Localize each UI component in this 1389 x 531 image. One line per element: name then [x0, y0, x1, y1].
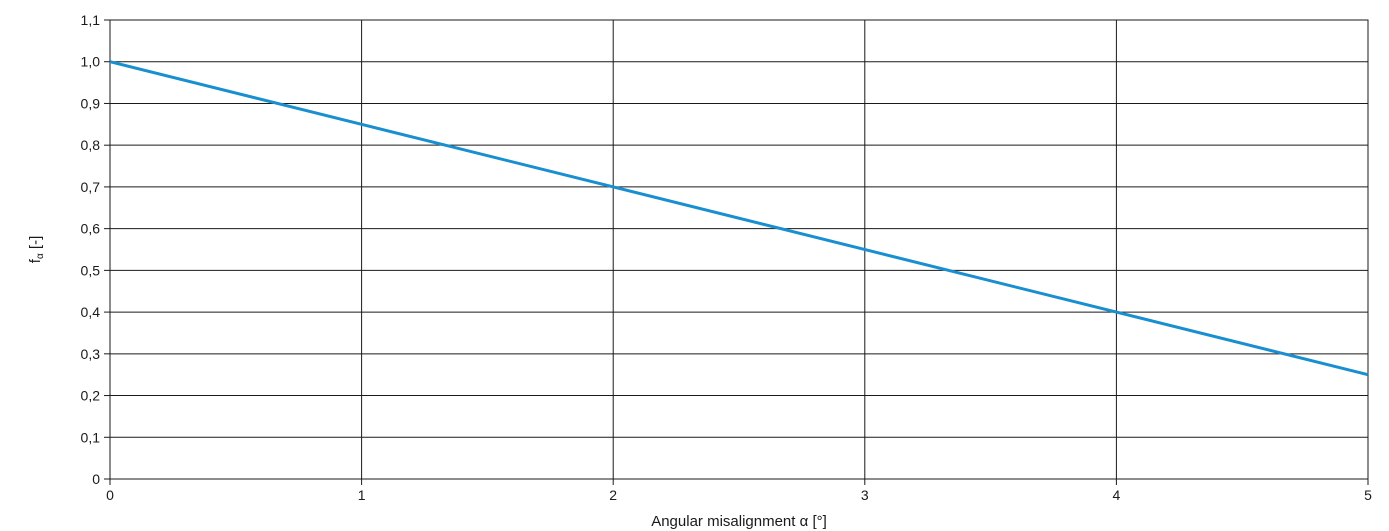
y-axis-label-sub: α: [35, 253, 46, 259]
y-tick-label: 0,2: [81, 388, 101, 404]
x-tick-label: 4: [1113, 487, 1121, 503]
y-tick-label: 0,5: [81, 262, 101, 278]
y-tick-label: 0,3: [81, 346, 101, 362]
y-axis-label-main: f: [27, 258, 44, 263]
y-axis-label-unit: [-]: [27, 236, 44, 254]
ticks: 0 0,1 0,2 0,3 0,4 0,5 0,6 0,7 0,8 0,9 1,0 1,1 0 1 2 3 4 5: [81, 12, 1373, 503]
y-tick-label: 0,4: [81, 304, 101, 320]
series-layer: [109, 60, 1369, 377]
series-line: [109, 60, 1369, 377]
x-tick-label: 2: [609, 487, 617, 503]
x-tick-label: 5: [1364, 487, 1372, 503]
grid: [109, 19, 1369, 480]
x-tick-label: 3: [861, 487, 869, 503]
plot-frame: [109, 19, 1369, 480]
y-tick-label: 0,6: [81, 221, 101, 237]
y-tick-label: 0,1: [81, 429, 101, 445]
y-tick-label: 1,1: [81, 12, 101, 28]
y-tick-label: 0,7: [81, 179, 101, 195]
y-tick-label: 0: [92, 471, 100, 487]
y-tick-label: 1,0: [81, 54, 101, 70]
x-tick-label: 0: [106, 487, 114, 503]
y-tick-label: 0,8: [81, 137, 101, 153]
y-axis-label: fα [-]: [27, 236, 46, 263]
y-tick-label: 0,9: [81, 95, 101, 111]
x-axis-label: Angular misalignment α [°]: [651, 513, 827, 530]
x-tick-label: 1: [358, 487, 366, 503]
